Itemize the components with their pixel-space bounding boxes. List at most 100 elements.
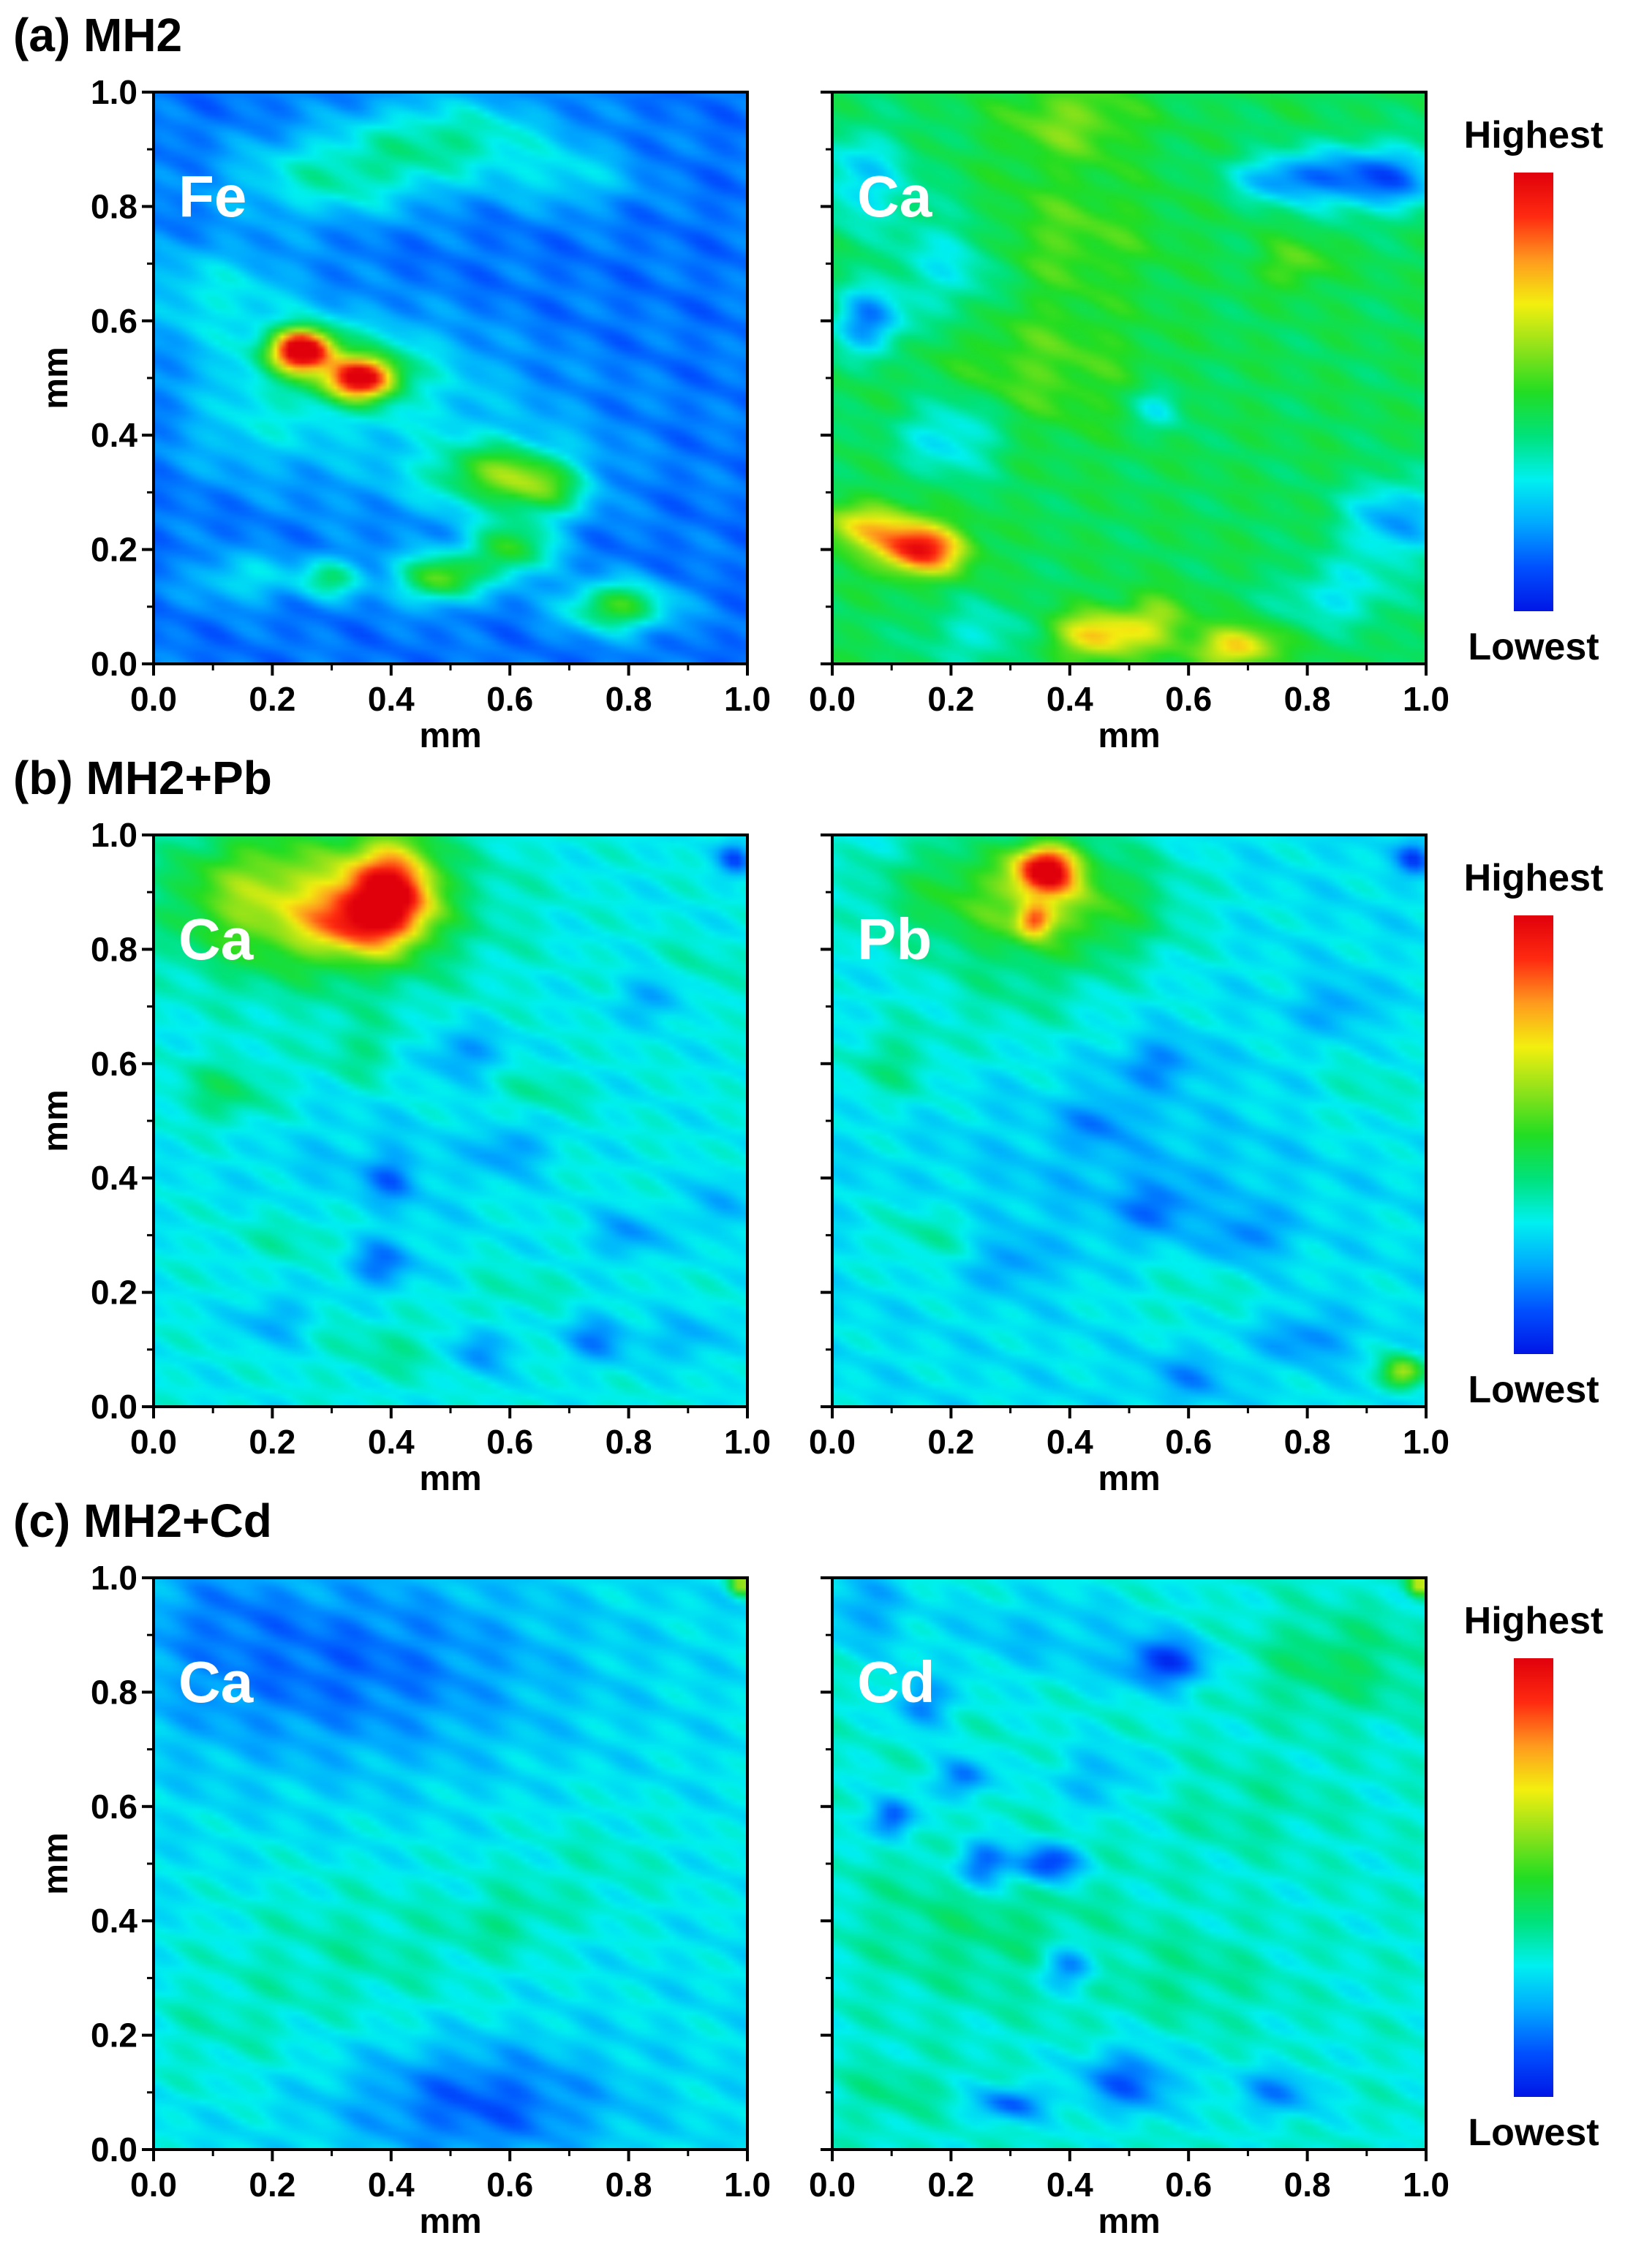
panel-1: (b) MH2+Pb Ca 0.0 0.2 0.4 0.6 0.8 1.0 mm 0.0 0.2 0.… <box>13 752 1603 1498</box>
y-tick-label: 0.2 <box>91 1274 137 1312</box>
y-tick-label: 1.0 <box>91 1559 137 1597</box>
element-label: Ca <box>857 164 932 229</box>
x-tick-label: 0.8 <box>606 2166 652 2204</box>
x-tick-label: 1.0 <box>1403 2166 1449 2204</box>
y-tick-label: 1.0 <box>91 73 137 111</box>
x-tick-label: 0.4 <box>1047 1423 1093 1461</box>
x-tick-label: 0.4 <box>368 680 415 718</box>
x-tick-label: 0.0 <box>130 680 177 718</box>
panel-title: (c) MH2+Cd <box>13 1494 272 1547</box>
x-tick-label: 0.8 <box>1284 680 1331 718</box>
x-tick-label: 0.6 <box>486 1423 533 1461</box>
x-tick-label: 0.8 <box>1284 1423 1331 1461</box>
heatmap-image <box>154 92 747 664</box>
x-tick-label: 1.0 <box>724 680 771 718</box>
map-ca: Ca 0.0 0.2 0.4 0.6 0.8 1.0 mm 0.0 0.2 0.4 0.6 0.8 1.0… <box>37 816 771 1498</box>
x-tick-label: 0.0 <box>809 1423 856 1461</box>
map-fe: Fe 0.0 0.2 0.4 0.6 0.8 1.0 mm 0.0 0.2 0.4 0.6 0.8 1.0… <box>37 73 771 755</box>
y-tick-label: 0.0 <box>91 2131 137 2169</box>
x-tick-label: 1.0 <box>724 2166 771 2204</box>
x-tick-label: 0.4 <box>1047 680 1093 718</box>
panel-title: (b) MH2+Pb <box>13 752 272 804</box>
map-cd: Cd 0.0 0.2 0.4 0.6 0.8 1.0 mm <box>809 1576 1449 2241</box>
x-tick-label: 0.8 <box>606 1423 652 1461</box>
panel-0: (a) MH2 Fe 0.0 0.2 0.4 0.6 0.8 1.0 mm 0.0 0.2 0.4 0.… <box>13 9 1603 755</box>
x-axis-label: mm <box>1098 1459 1160 1498</box>
x-tick-label: 0.0 <box>130 1423 177 1461</box>
y-tick-label: 0.2 <box>91 531 137 569</box>
colorbar: Highest Lowest <box>1464 1600 1604 2154</box>
y-tick-label: 1.0 <box>91 816 137 854</box>
x-axis-label: mm <box>419 1459 481 1498</box>
x-tick-label: 0.2 <box>249 680 295 718</box>
x-tick-label: 0.6 <box>1165 1423 1212 1461</box>
x-tick-label: 0.4 <box>368 1423 415 1461</box>
colorbar-top-label: Highest <box>1464 114 1604 156</box>
y-tick-label: 0.6 <box>91 1788 137 1826</box>
x-tick-label: 0.0 <box>809 680 856 718</box>
map-ca: Ca 0.0 0.2 0.4 0.6 0.8 1.0 mm 0.0 0.2 0.4 0.6 0.8 1.0… <box>37 1559 771 2241</box>
colorbar-bottom-label: Lowest <box>1468 626 1599 668</box>
heatmap-image <box>154 835 747 1407</box>
y-tick-label: 0.6 <box>91 1045 137 1083</box>
y-axis-label: mm <box>37 1832 75 1894</box>
y-axis-label: mm <box>37 1089 75 1152</box>
y-tick-label: 0.0 <box>91 1388 137 1426</box>
heatmap-image <box>832 835 1426 1407</box>
element-label: Ca <box>178 907 254 972</box>
x-tick-label: 0.6 <box>486 2166 533 2204</box>
y-tick-label: 0.4 <box>91 416 137 454</box>
y-tick-label: 0.8 <box>91 930 137 968</box>
y-tick-label: 0.4 <box>91 1902 137 1940</box>
map-ca: Ca 0.0 0.2 0.4 0.6 0.8 1.0 mm <box>809 91 1449 755</box>
heatmap-image <box>832 92 1426 664</box>
colorbar-gradient <box>1514 1658 1553 2097</box>
colorbar: Highest Lowest <box>1464 857 1604 1411</box>
colorbar-bottom-label: Lowest <box>1468 2112 1599 2154</box>
map-pb: Pb 0.0 0.2 0.4 0.6 0.8 1.0 mm <box>809 834 1449 1498</box>
x-tick-label: 1.0 <box>1403 680 1449 718</box>
x-tick-label: 0.0 <box>809 2166 856 2204</box>
y-axis-label: mm <box>37 347 75 409</box>
colorbar-bottom-label: Lowest <box>1468 1369 1599 1411</box>
colorbar-top-label: Highest <box>1464 1600 1604 1642</box>
x-tick-label: 0.6 <box>486 680 533 718</box>
colorbar-gradient <box>1514 915 1553 1354</box>
x-tick-label: 1.0 <box>724 1423 771 1461</box>
x-tick-label: 0.4 <box>1047 2166 1093 2204</box>
panel-2: (c) MH2+Cd Ca 0.0 0.2 0.4 0.6 0.8 1.0 mm 0.0 0.2 0.… <box>13 1494 1603 2241</box>
x-axis-label: mm <box>419 2202 481 2241</box>
y-tick-label: 0.0 <box>91 645 137 683</box>
y-tick-label: 0.8 <box>91 187 137 225</box>
x-axis-label: mm <box>419 717 481 755</box>
x-axis-label: mm <box>1098 2202 1160 2241</box>
x-tick-label: 0.6 <box>1165 680 1212 718</box>
x-tick-label: 0.2 <box>927 1423 974 1461</box>
heatmap-image <box>154 1578 747 2150</box>
colorbar: Highest Lowest <box>1464 114 1604 668</box>
x-tick-label: 1.0 <box>1403 1423 1449 1461</box>
x-tick-label: 0.4 <box>368 2166 415 2204</box>
x-tick-label: 0.8 <box>1284 2166 1331 2204</box>
colorbar-gradient <box>1514 173 1553 611</box>
y-tick-label: 0.2 <box>91 2016 137 2055</box>
panel-title: (a) MH2 <box>13 9 182 61</box>
x-tick-label: 0.2 <box>249 1423 295 1461</box>
x-tick-label: 0.2 <box>927 680 974 718</box>
heatmap-image <box>832 1578 1426 2150</box>
element-label: Ca <box>178 1649 254 1715</box>
x-tick-label: 0.0 <box>130 2166 177 2204</box>
element-label: Fe <box>178 164 246 229</box>
y-tick-label: 0.8 <box>91 1673 137 1711</box>
element-label: Cd <box>857 1649 935 1715</box>
colorbar-top-label: Highest <box>1464 857 1604 899</box>
y-tick-label: 0.6 <box>91 302 137 340</box>
x-tick-label: 0.2 <box>927 2166 974 2204</box>
x-tick-label: 0.2 <box>249 2166 295 2204</box>
x-tick-label: 0.8 <box>606 680 652 718</box>
x-tick-label: 0.6 <box>1165 2166 1212 2204</box>
y-tick-label: 0.4 <box>91 1159 137 1197</box>
element-label: Pb <box>857 907 932 972</box>
x-axis-label: mm <box>1098 717 1160 755</box>
